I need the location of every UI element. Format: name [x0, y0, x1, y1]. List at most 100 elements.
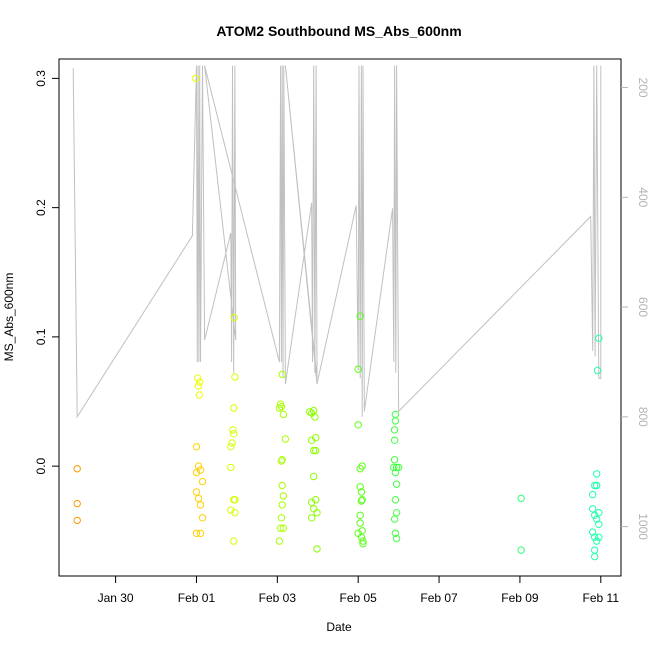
- data-point: [354, 421, 362, 429]
- data-point: [279, 410, 288, 419]
- data-point: [392, 509, 401, 517]
- data-point: [356, 312, 364, 320]
- data-point: [275, 537, 284, 545]
- data-point: [595, 533, 603, 541]
- data-point: [73, 516, 81, 525]
- data-point: [194, 494, 203, 503]
- data-point: [354, 365, 362, 373]
- data-point: [192, 74, 200, 83]
- data-point: [595, 509, 603, 517]
- data-point: [279, 524, 288, 532]
- data-point: [192, 488, 201, 496]
- data-point: [591, 533, 599, 541]
- data-point: [278, 501, 286, 509]
- data-point: [356, 483, 364, 491]
- data-point: [278, 370, 286, 379]
- data-point: [281, 435, 290, 443]
- data-point: [357, 488, 366, 496]
- data-point: [279, 492, 288, 500]
- y-axis: 0.0 0.1 0.2 0.3: [34, 70, 59, 474]
- data-point: [392, 534, 401, 543]
- x-tick-label: Feb 09: [501, 591, 539, 605]
- data-point: [591, 552, 599, 561]
- data-point: [391, 417, 400, 425]
- right-tick-label: 600: [636, 297, 650, 317]
- data-point: [228, 439, 236, 447]
- right-tick-label: 800: [636, 407, 650, 427]
- data-point: [593, 470, 601, 478]
- data-point: [276, 524, 285, 532]
- right-tick-label: 200: [636, 78, 650, 98]
- data-point: [593, 366, 602, 375]
- data-point: [310, 472, 318, 481]
- data-point: [595, 334, 603, 342]
- data-point: [391, 496, 400, 504]
- x-tick-label: Feb 07: [420, 591, 458, 605]
- data-point: [589, 528, 597, 536]
- plot-frame: [58, 58, 622, 577]
- data-point: [359, 540, 367, 548]
- data-point: [73, 465, 81, 473]
- data-point: [277, 457, 286, 465]
- data-point: [358, 462, 366, 470]
- data-point: [278, 456, 286, 464]
- data-point: [311, 413, 319, 421]
- data-point: [230, 313, 238, 322]
- data-point: [194, 374, 202, 382]
- data-point: [593, 537, 601, 545]
- data-point: [306, 408, 314, 416]
- data-point: [192, 468, 201, 477]
- right-axis: 200 400 600 800 1000: [621, 78, 650, 540]
- data-point: [591, 511, 599, 519]
- data-point: [196, 501, 205, 509]
- data-point: [278, 481, 286, 490]
- data-point: [192, 443, 201, 451]
- data-point: [390, 426, 399, 434]
- x-tick-label: Jan 30: [98, 591, 134, 605]
- data-point: [356, 511, 364, 519]
- data-point: [392, 480, 401, 488]
- y-tick-label: 0.1: [34, 328, 48, 345]
- data-point: [198, 477, 207, 486]
- y-tick-label: 0.3: [34, 70, 48, 87]
- x-axis-label: Date: [326, 620, 352, 634]
- data-point: [196, 378, 204, 386]
- data-point: [517, 546, 525, 554]
- data-point: [359, 537, 367, 545]
- data-point: [308, 498, 316, 506]
- data-point: [198, 514, 207, 522]
- data-point: [391, 529, 400, 537]
- data-point: [358, 527, 366, 535]
- data-point: [196, 529, 205, 537]
- data-point: [392, 463, 401, 472]
- right-tick-label: 1000: [636, 513, 650, 540]
- data-point: [227, 506, 235, 514]
- data-point: [391, 468, 400, 477]
- data-point: [593, 481, 601, 490]
- data-point: [277, 403, 286, 411]
- data-point: [231, 373, 239, 381]
- data-point: [231, 509, 239, 517]
- x-axis: Jan 30 Feb 01 Feb 03 Feb 05 Feb 07 Feb 09 Feb …: [98, 576, 619, 605]
- data-point: [390, 463, 398, 472]
- data-point: [589, 505, 597, 513]
- data-point: [517, 494, 525, 503]
- data-point: [390, 436, 399, 444]
- points-layer: [73, 74, 603, 561]
- data-point: [73, 499, 81, 508]
- data-point: [227, 443, 235, 451]
- data-point: [192, 529, 201, 537]
- x-tick-label: Feb 01: [178, 591, 216, 605]
- data-point: [391, 410, 400, 419]
- data-point: [313, 509, 321, 517]
- data-point: [194, 382, 203, 390]
- data-point: [227, 463, 235, 472]
- data-point: [196, 466, 205, 474]
- y-tick-label: 0.0: [34, 457, 48, 474]
- data-point: [308, 514, 316, 522]
- data-point: [390, 456, 399, 464]
- data-point: [313, 545, 321, 553]
- right-tick-label: 400: [636, 187, 650, 207]
- data-point: [310, 446, 318, 455]
- y-tick-label: 0.2: [34, 199, 48, 216]
